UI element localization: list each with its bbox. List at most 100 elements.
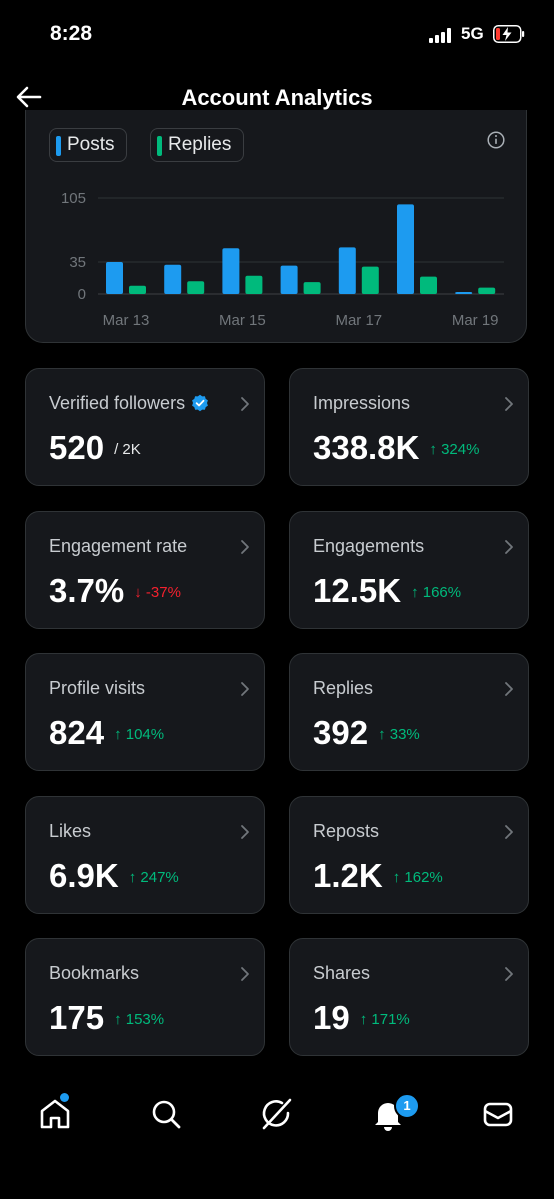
metric-value: 6.9K <box>49 856 119 894</box>
y-tick-label: 0 <box>78 286 86 303</box>
search-icon[interactable] <box>146 1094 186 1134</box>
metric-label-text: Engagements <box>313 535 425 556</box>
metric-card-verified-followers[interactable]: Verified followers 520 / 2K <box>25 368 265 486</box>
legend-label-posts: Posts <box>67 134 115 155</box>
metric-label: Bookmarks <box>49 963 139 984</box>
legend-posts[interactable]: Posts <box>49 128 127 162</box>
metric-value: 175 <box>49 999 105 1036</box>
metric-change: ↑ 153% <box>114 1011 165 1028</box>
verified-badge-icon <box>192 394 208 412</box>
chevron-right-icon <box>241 682 249 696</box>
metric-change: ↑ 247% <box>128 868 179 886</box>
metric-value-row: 12.5K ↑ 166% <box>313 572 461 610</box>
metric-card-replies[interactable]: Replies 392 ↑ 33% <box>289 653 529 771</box>
metric-card-impressions[interactable]: Impressions 338.8K ↑ 324% <box>289 368 529 486</box>
bar-posts-4[interactable] <box>338 247 356 294</box>
x-tick-label: Mar 19 <box>452 312 499 329</box>
chevron-right-icon <box>241 824 249 839</box>
metric-value: 12.5K <box>313 571 402 609</box>
home-icon[interactable] <box>35 1094 75 1134</box>
bar-replies-1[interactable] <box>187 281 205 294</box>
y-tick-label: 35 <box>69 254 86 271</box>
metric-change: ↓ -37% <box>134 583 181 601</box>
page-title: Account Analytics <box>181 85 373 110</box>
metric-change: ↑ 33% <box>378 726 420 743</box>
grok-icon[interactable] <box>257 1094 297 1134</box>
metric-card-profile-visits[interactable]: Profile visits 824 ↑ 104% <box>25 653 265 771</box>
metric-value: 3.7% <box>49 571 125 609</box>
info-icon[interactable] <box>487 131 505 149</box>
chevron-right-icon <box>505 824 513 839</box>
notifications-badge: 1 <box>394 1093 420 1119</box>
legend-label-replies: Replies <box>168 134 232 155</box>
bar-replies-3[interactable] <box>303 282 321 294</box>
metric-label: Verified followers <box>49 393 209 414</box>
bar-posts-2[interactable] <box>222 248 240 294</box>
y-tick-label: 105 <box>61 190 86 207</box>
metric-label-text: Verified followers <box>49 393 186 413</box>
metric-label-text: Shares <box>313 963 371 983</box>
metric-change: ↑ 162% <box>392 868 443 886</box>
metric-label: Impressions <box>313 393 410 414</box>
legend-replies[interactable]: Replies <box>150 128 244 162</box>
metric-change: ↑ 104% <box>114 726 165 743</box>
metric-value: 1.2K <box>313 856 383 894</box>
header: Account Analytics <box>0 70 554 128</box>
bar-replies-5[interactable] <box>420 276 437 294</box>
metric-sub: / 2K <box>114 441 141 458</box>
network-type: 5G <box>461 24 484 43</box>
metric-value-row: 3.7% ↓ -37% <box>49 572 181 610</box>
bar-posts-6[interactable] <box>455 292 473 294</box>
chevron-right-icon <box>241 967 249 981</box>
chevron-right-icon <box>505 397 513 411</box>
metric-change: ↑ 166% <box>411 583 462 601</box>
chevron-right-icon <box>241 539 249 554</box>
bar-replies-2[interactable] <box>245 275 263 294</box>
bar-posts-1[interactable] <box>164 264 182 294</box>
bar-posts-0[interactable] <box>106 262 123 294</box>
metric-label-text: Reposts <box>313 820 380 841</box>
metric-value: 824 <box>49 714 105 751</box>
chevron-right-icon <box>505 682 513 696</box>
metric-card-shares[interactable]: Shares 19 ↑ 171% <box>289 938 529 1056</box>
bar-chart: 105 35 0 Mar 13 Mar 15 Mar 17 Mar 19 <box>61 190 504 329</box>
status-bar: 8:28 5G <box>0 0 554 70</box>
metric-change: ↑ 171% <box>359 1011 410 1028</box>
bar-posts-5[interactable] <box>397 204 414 294</box>
metric-card-reposts[interactable]: Reposts 1.2K ↑ 162% <box>289 795 529 914</box>
metric-label: Shares <box>313 963 370 984</box>
metric-value: 392 <box>313 714 369 751</box>
metric-card-engagement-rate[interactable]: Engagement rate 3.7% ↓ -37% <box>25 510 265 629</box>
metric-value-row: 1.2K ↑ 162% <box>313 857 443 895</box>
signal-bars-icon <box>429 27 455 43</box>
metric-label-text: Likes <box>49 820 92 841</box>
messages-icon[interactable] <box>478 1094 518 1134</box>
metric-label: Reposts <box>313 821 379 842</box>
metric-label-text: Impressions <box>313 393 411 413</box>
metric-value-row: 392 ↑ 33% <box>313 714 420 752</box>
bar-replies-6[interactable] <box>478 287 496 294</box>
bottom-nav <box>0 1080 554 1152</box>
metric-value-row: 338.8K ↑ 324% <box>313 429 479 467</box>
bar-replies-0[interactable] <box>129 285 146 294</box>
metric-label: Engagement rate <box>49 536 187 557</box>
metric-card-engagements[interactable]: Engagements 12.5K ↑ 166% <box>289 510 529 629</box>
metric-label: Likes <box>49 821 91 842</box>
battery-charging-icon <box>493 25 525 43</box>
metric-change: ↑ 324% <box>429 441 480 458</box>
metric-value: 338.8K <box>313 429 420 466</box>
metric-card-likes[interactable]: Likes 6.9K ↑ 247% <box>25 795 265 914</box>
bar-posts-3[interactable] <box>280 265 298 294</box>
metric-label: Engagements <box>313 536 424 557</box>
back-arrow-icon[interactable] <box>14 82 44 112</box>
metric-value-row: 824 ↑ 104% <box>49 714 164 752</box>
metric-label-text: Engagement rate <box>49 535 188 556</box>
bar-replies-4[interactable] <box>361 266 379 294</box>
x-tick-label: Mar 15 <box>219 312 266 329</box>
metric-value-row: 6.9K ↑ 247% <box>49 857 179 895</box>
chevron-right-icon <box>505 539 513 554</box>
metric-value-row: 19 ↑ 171% <box>313 999 410 1037</box>
metric-value-row: 175 ↑ 153% <box>49 999 164 1037</box>
legend-swatch-posts <box>56 136 61 156</box>
metric-card-bookmarks[interactable]: Bookmarks 175 ↑ 153% <box>25 938 265 1056</box>
